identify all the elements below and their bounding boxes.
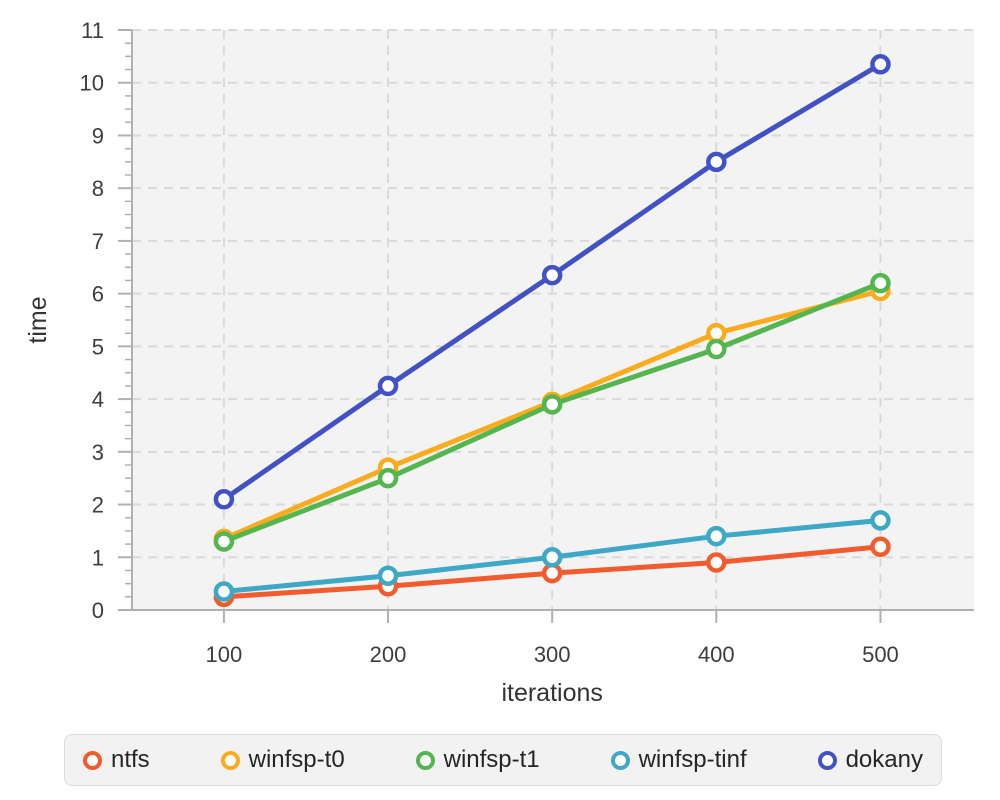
y-tick-label-0: 0 xyxy=(92,598,104,623)
y-tick-label-6: 6 xyxy=(92,282,104,307)
y-tick-label-10: 10 xyxy=(80,71,104,96)
series-marker-icon xyxy=(610,750,630,770)
legend-label: dokany xyxy=(845,746,923,773)
y-tick-label-3: 3 xyxy=(92,440,104,465)
data-point-winfsp-tinf-400 xyxy=(706,525,727,547)
data-point-dokany-100 xyxy=(213,489,235,510)
legend-item-winfsp-tinf[interactable]: winfsp-tinf xyxy=(610,746,747,773)
y-tick-label-7: 7 xyxy=(92,229,104,254)
y-tick-label-1: 1 xyxy=(92,545,104,570)
data-point-winfsp-t1-500 xyxy=(870,272,891,294)
data-point-ntfs-400 xyxy=(706,552,727,573)
data-point-winfsp-tinf-300 xyxy=(541,547,563,568)
x-tick-label-100: 100 xyxy=(206,642,243,667)
data-point-winfsp-tinf-500 xyxy=(870,510,891,531)
x-tick-label-500: 500 xyxy=(862,642,899,667)
y-axis-label: time xyxy=(24,296,52,343)
legend-label: winfsp-t1 xyxy=(443,746,540,773)
series-marker-icon xyxy=(817,750,837,770)
y-tick-label-5: 5 xyxy=(92,334,104,359)
y-tick-label-11: 11 xyxy=(81,18,104,43)
y-tick-label-9: 9 xyxy=(92,123,104,148)
data-point-winfsp-t1-300 xyxy=(541,394,563,415)
x-tick-label-300: 300 xyxy=(534,642,571,667)
series-marker-icon xyxy=(220,750,240,770)
y-tick-label-2: 2 xyxy=(92,493,104,518)
data-point-dokany-400 xyxy=(706,151,727,173)
legend-item-ntfs[interactable]: ntfs xyxy=(83,748,150,772)
data-point-dokany-200 xyxy=(377,375,399,397)
legend-label: winfsp-tinf xyxy=(638,746,747,773)
data-point-dokany-300 xyxy=(541,264,563,286)
legend-label: winfsp-t0 xyxy=(248,746,345,773)
x-tick-label-200: 200 xyxy=(370,642,407,667)
x-tick-label-400: 400 xyxy=(698,642,735,667)
data-point-ntfs-500 xyxy=(870,536,891,557)
legend-item-winfsp-t1[interactable]: winfsp-t1 xyxy=(415,746,540,773)
legend-item-dokany[interactable]: dokany xyxy=(817,746,923,773)
plot-svg: 0 1 2 3 4 5 6 7 8 9 10 11 100 200 300 400 500 time iterati… xyxy=(24,18,974,707)
data-point-winfsp-tinf-100 xyxy=(213,581,235,602)
legend-label: ntfs xyxy=(111,746,150,773)
data-point-winfsp-tinf-200 xyxy=(377,565,399,586)
data-point-dokany-500 xyxy=(870,54,891,75)
series-marker-icon xyxy=(415,750,435,770)
legend-item-winfsp-t0[interactable]: winfsp-t0 xyxy=(220,746,345,773)
data-point-winfsp-t1-100 xyxy=(213,531,235,552)
y-tick-label-8: 8 xyxy=(92,176,104,201)
data-point-winfsp-t1-400 xyxy=(706,338,727,360)
x-axis-label: iterations xyxy=(501,679,602,707)
series-marker-icon xyxy=(83,750,102,770)
legend: ntfs winfsp-t0 winfsp-t1 winfsp-tinf dokany xyxy=(64,734,942,786)
y-tick-label-4: 4 xyxy=(92,387,104,412)
data-point-winfsp-t1-200 xyxy=(377,467,399,489)
